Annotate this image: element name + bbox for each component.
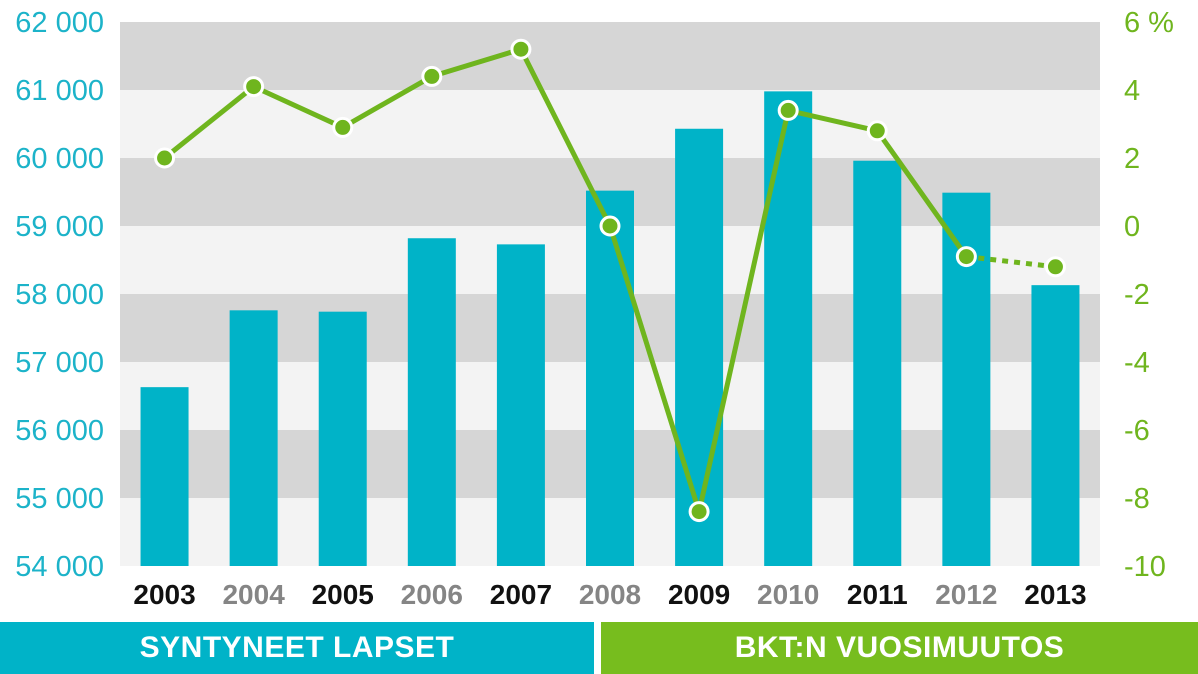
right-tick-label: 4: [1124, 75, 1140, 107]
legend-births: SYNTYNEET LAPSET: [0, 622, 594, 674]
x-tick-label: 2013: [1024, 579, 1086, 610]
x-tick-label: 2009: [668, 579, 730, 610]
gdp-point-2013: [1044, 256, 1066, 278]
bar-2010: [764, 91, 813, 567]
x-tick-label: 2003: [133, 579, 195, 610]
x-tick-label: 2004: [222, 579, 285, 610]
left-axis: 54 000 55 000 56 000 57 000 58 000 59 000 60 0…: [15, 7, 104, 583]
gdp-point-2012: [955, 246, 977, 268]
right-tick-label: 6 %: [1124, 7, 1174, 39]
gdp-point-2007: [510, 38, 532, 60]
left-tick-label: 54 000: [15, 551, 104, 583]
x-tick-label: 2011: [847, 579, 908, 610]
x-tick-label: 2010: [757, 579, 819, 610]
bar-2004: [229, 310, 278, 566]
gdp-point-2008: [599, 215, 621, 237]
x-tick-label: 2006: [401, 579, 463, 610]
line-series-gdp: [154, 38, 1066, 523]
bar-2007: [496, 244, 545, 567]
right-tick-label: 2: [1124, 143, 1140, 175]
left-tick-label: 57 000: [15, 347, 104, 379]
left-tick-label: 55 000: [15, 483, 104, 515]
left-tick-label: 59 000: [15, 211, 104, 243]
x-tick-label: 2007: [490, 579, 552, 610]
bar-2005: [318, 311, 367, 566]
left-tick-label: 56 000: [15, 415, 104, 447]
bar-2013: [1031, 285, 1080, 566]
bar-2008: [586, 190, 634, 566]
legend-gdp: BKT:N VUOSIMUUTOS: [601, 622, 1198, 674]
gdp-point-2004: [243, 76, 265, 98]
right-tick-label: -4: [1124, 347, 1150, 379]
gdp-point-2010: [777, 99, 799, 121]
right-tick-label: 0: [1124, 211, 1140, 243]
left-tick-label: 61 000: [15, 75, 104, 107]
left-tick-label: 58 000: [15, 279, 104, 311]
grid-band: [120, 22, 1100, 90]
right-axis: -10 -8 -6 -4 -2 0 2 4 6 %: [1124, 7, 1174, 583]
left-tick-label: 60 000: [15, 143, 104, 175]
x-tick-label: 2005: [312, 579, 374, 610]
gdp-point-2009: [688, 501, 710, 523]
x-tick-label: 2012: [935, 579, 997, 610]
bar-2003: [140, 387, 189, 566]
gdp-point-2011: [866, 120, 888, 142]
bar-2009: [675, 128, 724, 566]
bar-series-births: [140, 91, 1080, 567]
bar-2011: [853, 160, 902, 566]
combo-chart: 54 000 55 000 56 000 57 000 58 000 59 000 60 0…: [15, 7, 1174, 610]
left-tick-label: 62 000: [15, 7, 104, 39]
right-tick-label: -8: [1124, 483, 1150, 515]
right-tick-label: -10: [1124, 551, 1166, 583]
gdp-point-2006: [421, 65, 443, 87]
gdp-line-projected: [966, 254, 1056, 270]
right-tick-label: -6: [1124, 415, 1150, 447]
gdp-point-2003: [154, 147, 176, 169]
bar-2006: [407, 238, 456, 567]
x-tick-label: 2008: [579, 579, 641, 610]
grid-band: [120, 90, 1100, 158]
right-tick-label: -2: [1124, 279, 1150, 311]
gdp-line: [162, 46, 969, 515]
x-axis: 2003 2004 2005 2006 2007 2008 2009 2010 2011 2012…: [133, 579, 1086, 610]
gdp-point-2005: [332, 116, 354, 138]
